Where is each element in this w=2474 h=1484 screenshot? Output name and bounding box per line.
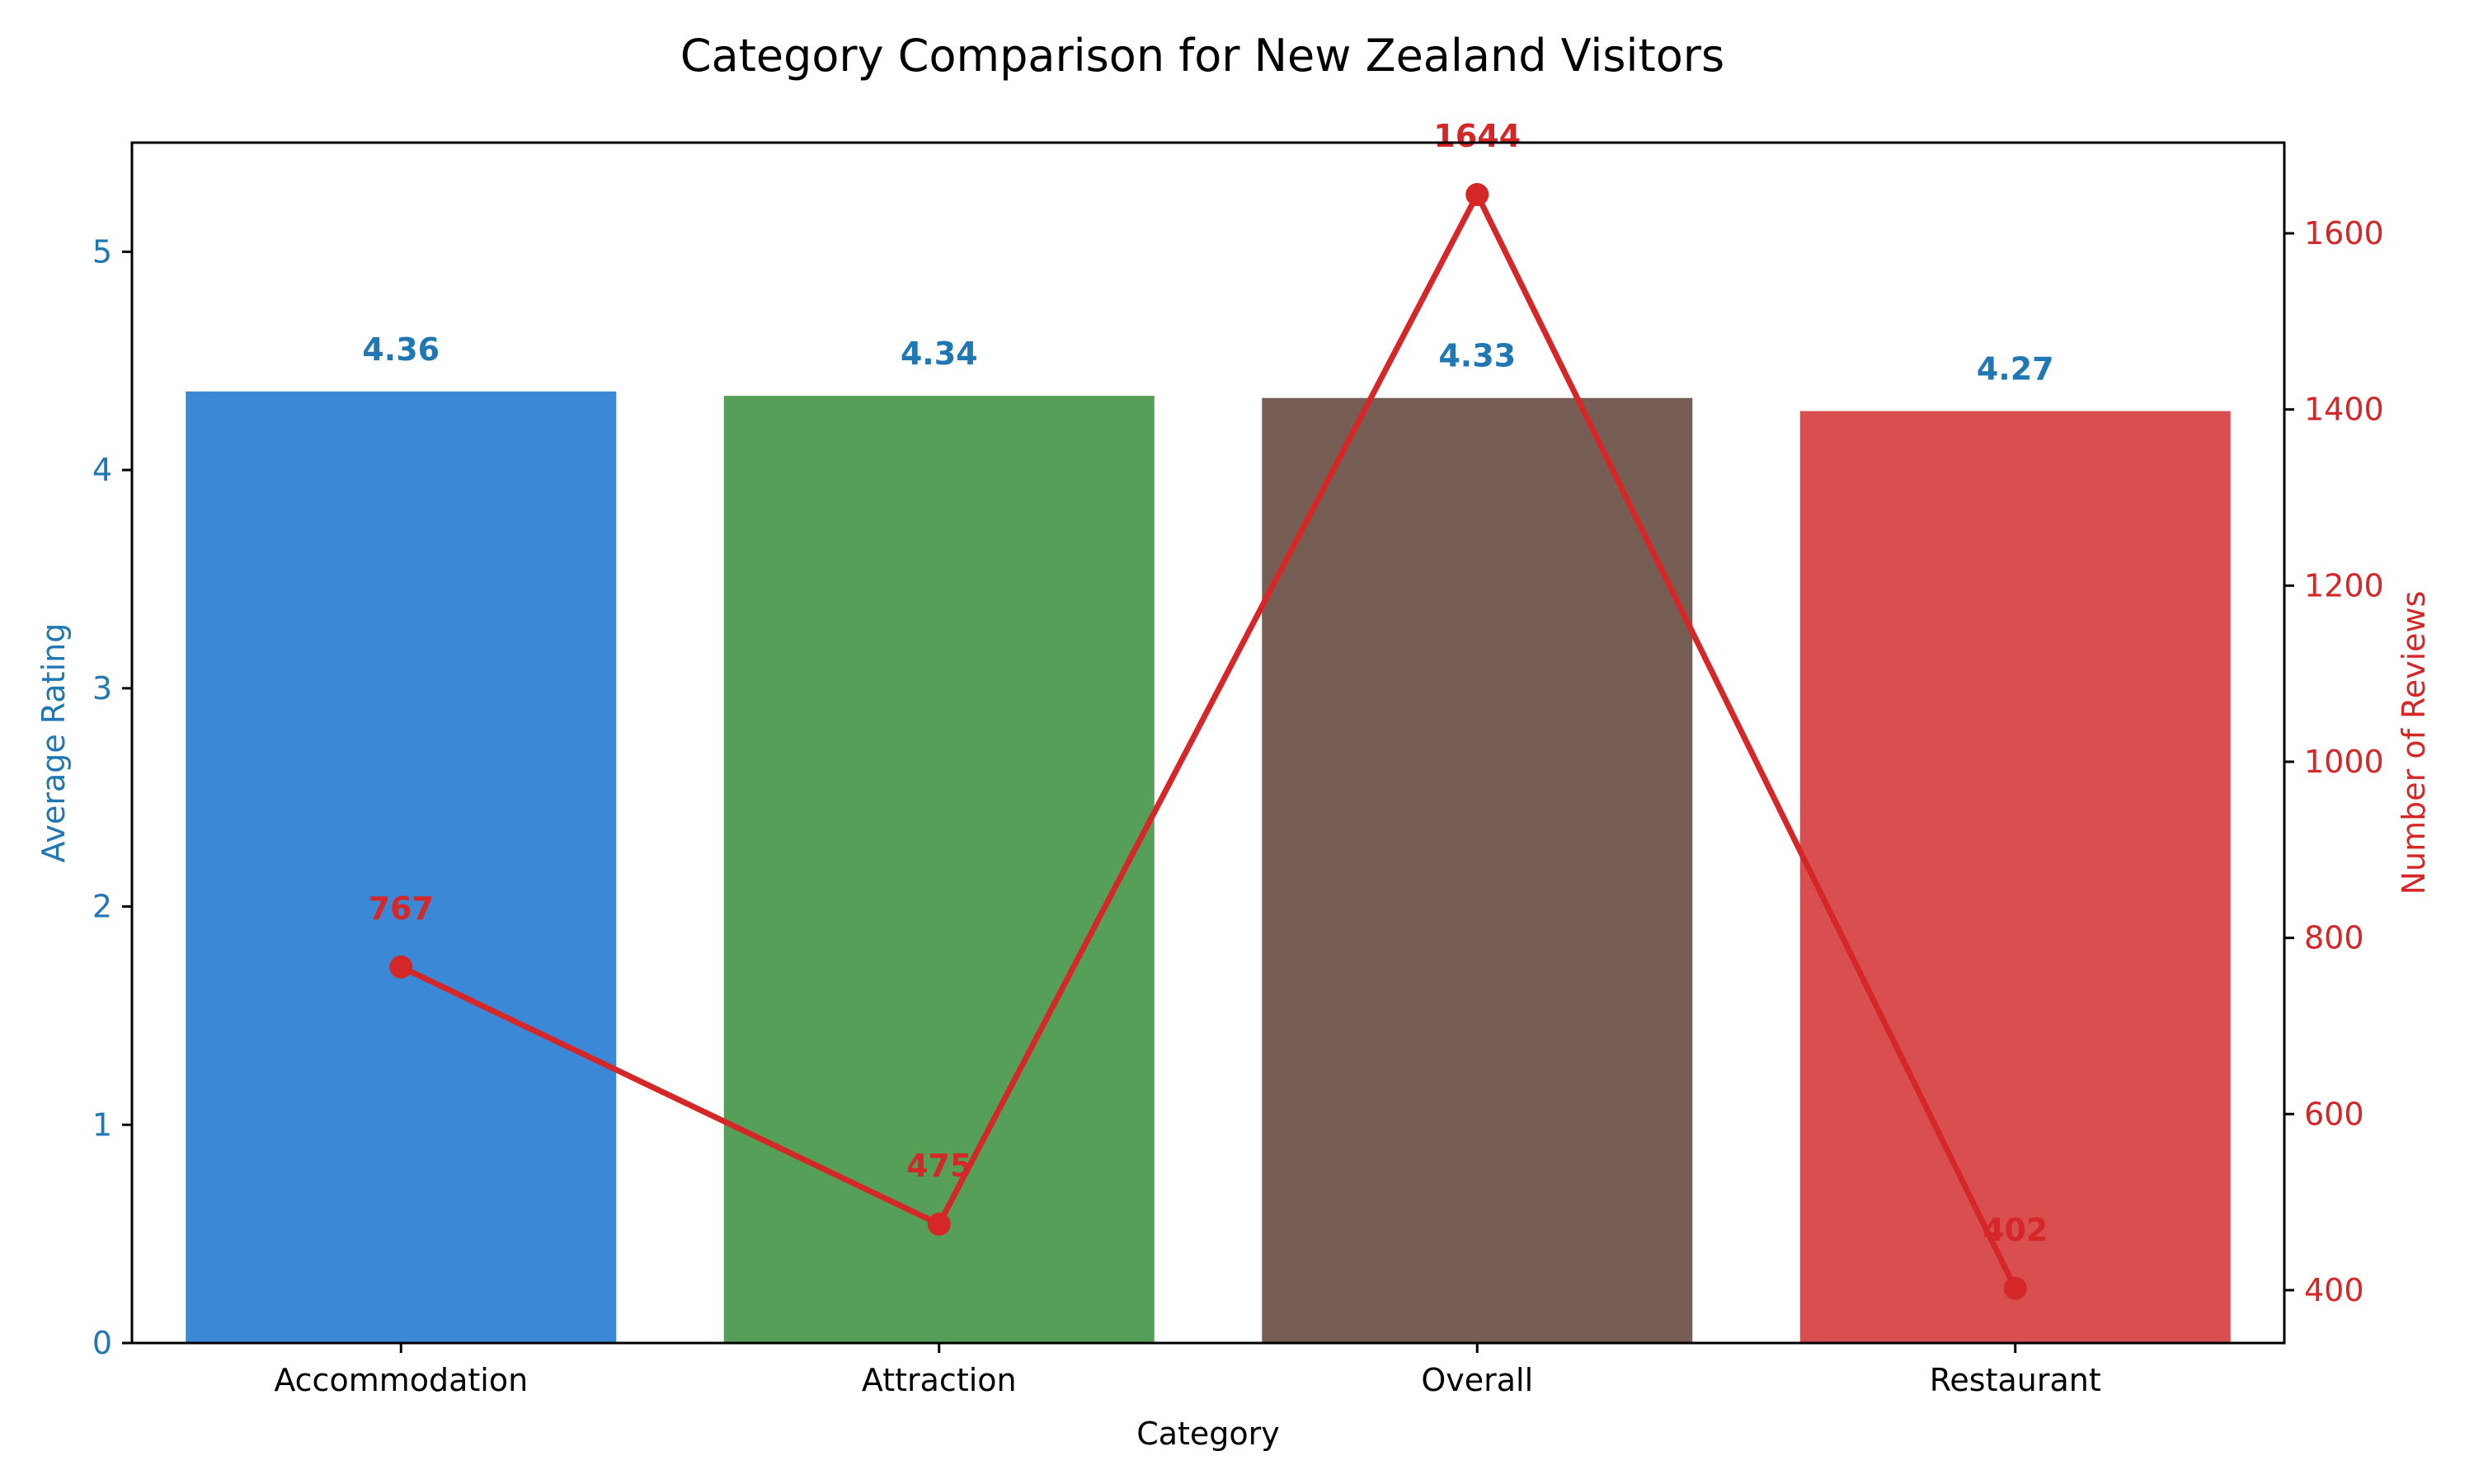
right-y-axis-label: Number of Reviews xyxy=(2396,591,2432,895)
reviews-value-label: 767 xyxy=(369,890,434,927)
right-y-tick-label: 1200 xyxy=(2304,567,2384,603)
bar-accommodation xyxy=(186,391,617,1344)
reviews-value-label: 475 xyxy=(906,1148,971,1184)
left-y-tick-label: 4 xyxy=(92,452,112,488)
plot-frame xyxy=(130,141,2286,1345)
reviews-point-accommodation xyxy=(389,955,413,979)
right-y-tick-label: 1000 xyxy=(2304,744,2384,780)
x-axis: Accommodation Attraction Overall Restaurant xyxy=(274,1343,2101,1398)
bar-attraction xyxy=(723,396,1155,1344)
left-y-axis: 0 1 2 3 4 5 xyxy=(92,233,132,1361)
left-y-axis-label: Average Rating xyxy=(35,623,72,863)
reviews-line xyxy=(399,191,2018,1290)
reviews-point-attraction xyxy=(927,1212,951,1236)
left-y-tick-label: 0 xyxy=(92,1325,112,1361)
bars-layer: 4.36 4.34 4.33 4.27 xyxy=(186,331,2231,1344)
x-tick-label: Attraction xyxy=(862,1362,1017,1398)
x-tick-label: Accommodation xyxy=(274,1362,528,1398)
x-axis-label: Category xyxy=(1136,1416,1280,1452)
x-tick-label: Restaurant xyxy=(1930,1362,2101,1398)
reviews-point-overall xyxy=(1465,183,1489,207)
left-y-tick-label: 2 xyxy=(92,889,112,925)
right-y-tick-label: 1600 xyxy=(2304,215,2384,251)
bar-value-label: 4.27 xyxy=(1977,351,2054,387)
left-y-tick-label: 5 xyxy=(92,233,112,270)
right-y-tick-label: 1400 xyxy=(2304,392,2384,428)
reviews-value-label: 1644 xyxy=(1433,118,1521,154)
right-y-tick-label: 400 xyxy=(2304,1272,2364,1308)
reviews-point-restaurant xyxy=(2003,1276,2027,1300)
reviews-value-label: 402 xyxy=(1982,1212,2048,1248)
bar-overall xyxy=(1262,397,1693,1343)
x-tick-label: Overall xyxy=(1421,1362,1533,1398)
left-y-tick-label: 3 xyxy=(92,670,112,707)
bar-value-label: 4.36 xyxy=(362,331,440,368)
bar-restaurant xyxy=(1799,411,2231,1344)
left-y-tick-label: 1 xyxy=(92,1106,112,1143)
right-y-axis: 400 600 800 1000 1200 1400 1600 xyxy=(2284,215,2384,1308)
line-layer: 767 475 1644 402 xyxy=(369,118,2048,1300)
bar-value-label: 4.34 xyxy=(901,336,978,372)
bar-value-label: 4.33 xyxy=(1438,338,1516,374)
right-y-tick-label: 600 xyxy=(2304,1096,2364,1132)
right-y-tick-label: 800 xyxy=(2304,920,2364,956)
chart-title: Category Comparison for New Zealand Visi… xyxy=(680,30,1724,82)
